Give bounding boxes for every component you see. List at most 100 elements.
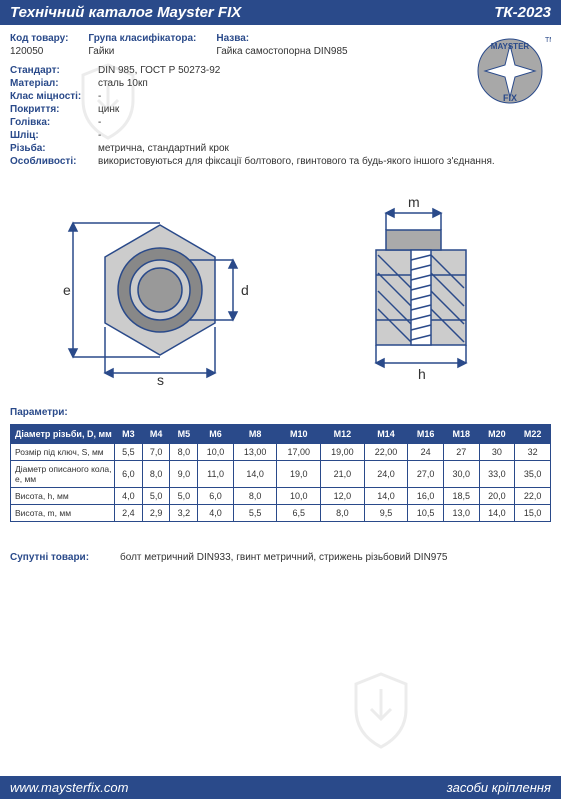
table-cell: 14,0 (233, 461, 277, 488)
table-cell: 5,5 (115, 444, 143, 461)
table-cell: 27 (443, 444, 479, 461)
table-row-label: Висота, h, мм (11, 488, 115, 505)
spec-label: Різьба: (10, 143, 98, 154)
table-cell: 27,0 (408, 461, 444, 488)
header-title: Технічний каталог Mayster FIX (10, 4, 241, 21)
svg-text:FIX: FIX (503, 93, 517, 103)
table-cell: 11,0 (198, 461, 234, 488)
table-row: Висота, m, мм2,42,93,24,05,56,58,09,510,… (11, 505, 551, 522)
params-table: Діаметр різьби, D, ммM3M4M5M6M8M10M12M14… (10, 424, 551, 522)
group-label: Група класифікатора: (88, 33, 196, 44)
table-cell: 4,0 (198, 505, 234, 522)
table-cell: 4,0 (115, 488, 143, 505)
table-cell: 9,0 (170, 461, 198, 488)
table-col-header: M22 (515, 425, 551, 444)
table-cell: 24,0 (364, 461, 408, 488)
svg-text:e: e (63, 282, 71, 298)
table-col-header: M14 (364, 425, 408, 444)
table-row-label: Розмір під ключ, S, мм (11, 444, 115, 461)
svg-text:d: d (241, 282, 249, 298)
table-col-header: M6 (198, 425, 234, 444)
table-cell: 6,0 (198, 488, 234, 505)
top-info-row: Код товару: 120050 Група класифікатора: … (10, 33, 551, 57)
table-cell: 10,0 (277, 488, 321, 505)
table-cell: 8,0 (321, 505, 365, 522)
header-code: ТК-2023 (494, 4, 551, 21)
footer-url: www.maysterfix.com (10, 780, 128, 795)
name-label: Назва: (216, 33, 249, 44)
table-col-header: M8 (233, 425, 277, 444)
table-col-header: M3 (115, 425, 143, 444)
footer-tagline: засоби кріплення (447, 780, 551, 795)
table-cell: 13,0 (443, 505, 479, 522)
table-cell: 8,0 (170, 444, 198, 461)
table-row-label: Висота, m, мм (11, 505, 115, 522)
table-cell: 18,5 (443, 488, 479, 505)
table-row: Висота, h, мм4,05,05,06,08,010,012,014,0… (11, 488, 551, 505)
technical-diagrams: e d s (10, 169, 551, 401)
table-col-header: M20 (479, 425, 515, 444)
svg-text:s: s (157, 372, 164, 385)
table-corner-header: Діаметр різьби, D, мм (11, 425, 115, 444)
svg-text:h: h (418, 366, 426, 382)
table-cell: 21,0 (321, 461, 365, 488)
table-cell: 3,2 (170, 505, 198, 522)
table-cell: 2,4 (115, 505, 143, 522)
spec-value: метрична, стандартний крок (98, 143, 229, 154)
table-cell: 5,0 (142, 488, 170, 505)
table-cell: 15,0 (515, 505, 551, 522)
table-cell: 30 (479, 444, 515, 461)
table-cell: 7,0 (142, 444, 170, 461)
header-bar: Технічний каталог Mayster FIX ТК-2023 (0, 0, 561, 25)
table-cell: 2,9 (142, 505, 170, 522)
table-row-label: Діаметр описаного кола, е, мм (11, 461, 115, 488)
spec-row: Особливості:використовуються для фіксаці… (10, 156, 551, 167)
footer-bar: www.maysterfix.com засоби кріплення (0, 776, 561, 799)
table-cell: 30,0 (443, 461, 479, 488)
spec-value: використовуються для фіксації болтового,… (98, 156, 495, 167)
brand-logo: MAYSTER FIX TM (473, 31, 551, 109)
code-value: 120050 (10, 46, 68, 57)
table-cell: 19,00 (321, 444, 365, 461)
watermark-icon (78, 60, 138, 140)
table-cell: 13,00 (233, 444, 277, 461)
table-cell: 8,0 (233, 488, 277, 505)
table-cell: 22,0 (515, 488, 551, 505)
table-row: Діаметр описаного кола, е, мм6,08,09,011… (11, 461, 551, 488)
table-cell: 6,5 (277, 505, 321, 522)
diagram-top-view: e d s (55, 195, 265, 385)
related-label: Супутні товари: (10, 552, 120, 563)
table-cell: 22,00 (364, 444, 408, 461)
table-cell: 32 (515, 444, 551, 461)
svg-text:TM: TM (545, 37, 551, 44)
table-col-header: M10 (277, 425, 321, 444)
table-col-header: M16 (408, 425, 444, 444)
table-cell: 8,0 (142, 461, 170, 488)
table-cell: 19,0 (277, 461, 321, 488)
table-cell: 5,5 (233, 505, 277, 522)
table-cell: 16,0 (408, 488, 444, 505)
table-cell: 10,0 (198, 444, 234, 461)
table-cell: 20,0 (479, 488, 515, 505)
table-col-header: M5 (170, 425, 198, 444)
table-row: Розмір під ключ, S, мм5,57,08,010,013,00… (11, 444, 551, 461)
table-cell: 12,0 (321, 488, 365, 505)
table-cell: 33,0 (479, 461, 515, 488)
code-label: Код товару: (10, 33, 68, 44)
table-col-header: M4 (142, 425, 170, 444)
table-cell: 24 (408, 444, 444, 461)
spec-label: Особливості: (10, 156, 98, 167)
related-products: Супутні товари: болт метричний DIN933, г… (10, 552, 551, 563)
table-cell: 5,0 (170, 488, 198, 505)
table-cell: 10,5 (408, 505, 444, 522)
diagram-side-view: m h (336, 195, 506, 385)
table-cell: 9,5 (364, 505, 408, 522)
table-cell: 14,0 (364, 488, 408, 505)
related-value: болт метричний DIN933, гвинт метричний, … (120, 552, 448, 563)
svg-text:m: m (408, 195, 420, 210)
table-col-header: M12 (321, 425, 365, 444)
svg-text:MAYSTER: MAYSTER (491, 42, 530, 51)
params-title: Параметри: (10, 407, 551, 418)
table-cell: 14,0 (479, 505, 515, 522)
table-cell: 35,0 (515, 461, 551, 488)
